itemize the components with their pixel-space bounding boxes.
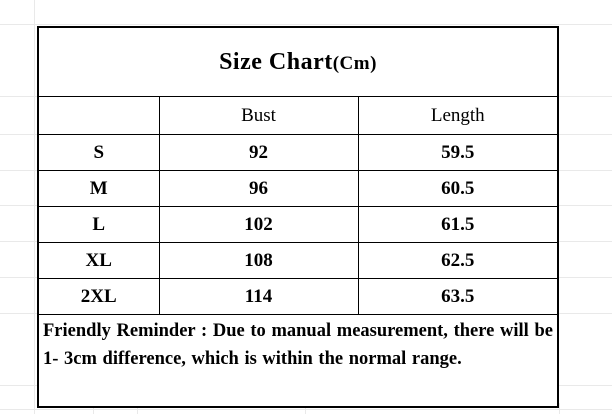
table-title: Size Chart(Cm) bbox=[37, 26, 559, 97]
bust-value: 92 bbox=[158, 134, 359, 171]
grid-line-v bbox=[559, 403, 560, 414]
grid-line-h bbox=[0, 409, 612, 410]
grid-line-v bbox=[137, 403, 138, 414]
size-label: M bbox=[37, 170, 160, 207]
grid-line-h bbox=[0, 24, 612, 25]
size-label: L bbox=[37, 206, 160, 243]
bust-value: 108 bbox=[158, 242, 359, 279]
size-label: S bbox=[37, 134, 160, 171]
table-row: 2XL 114 63.5 bbox=[37, 278, 559, 315]
table-row: M 96 60.5 bbox=[37, 170, 559, 207]
table-title-suffix: (Cm) bbox=[332, 52, 377, 74]
length-value: 62.5 bbox=[357, 242, 559, 279]
size-chart-table: Size Chart(Cm) Bust Length S 92 59.5 M 9… bbox=[37, 26, 560, 408]
header-row: Bust Length bbox=[37, 96, 559, 135]
column-header-length: Length bbox=[357, 96, 559, 135]
table-row: S 92 59.5 bbox=[37, 134, 559, 171]
grid-line-v bbox=[93, 403, 94, 414]
bust-value: 96 bbox=[158, 170, 359, 207]
grid-line-v bbox=[305, 403, 306, 414]
table-row: XL 108 62.5 bbox=[37, 242, 559, 279]
bust-value: 102 bbox=[158, 206, 359, 243]
length-value: 63.5 bbox=[357, 278, 559, 315]
column-header-bust: Bust bbox=[158, 96, 359, 135]
length-value: 59.5 bbox=[357, 134, 559, 171]
grid-line-v bbox=[34, 0, 35, 414]
table-row: L 102 61.5 bbox=[37, 206, 559, 243]
column-header-size bbox=[37, 96, 160, 135]
note-row: Friendly Reminder : Due to manual measur… bbox=[37, 314, 559, 408]
title-row: Size Chart(Cm) bbox=[37, 26, 559, 97]
table-title-main: Size Chart bbox=[219, 48, 333, 75]
length-value: 60.5 bbox=[357, 170, 559, 207]
reminder-note: Friendly Reminder : Due to manual measur… bbox=[37, 314, 559, 408]
bust-value: 114 bbox=[158, 278, 359, 315]
length-value: 61.5 bbox=[357, 206, 559, 243]
size-label: 2XL bbox=[37, 278, 160, 315]
size-label: XL bbox=[37, 242, 160, 279]
